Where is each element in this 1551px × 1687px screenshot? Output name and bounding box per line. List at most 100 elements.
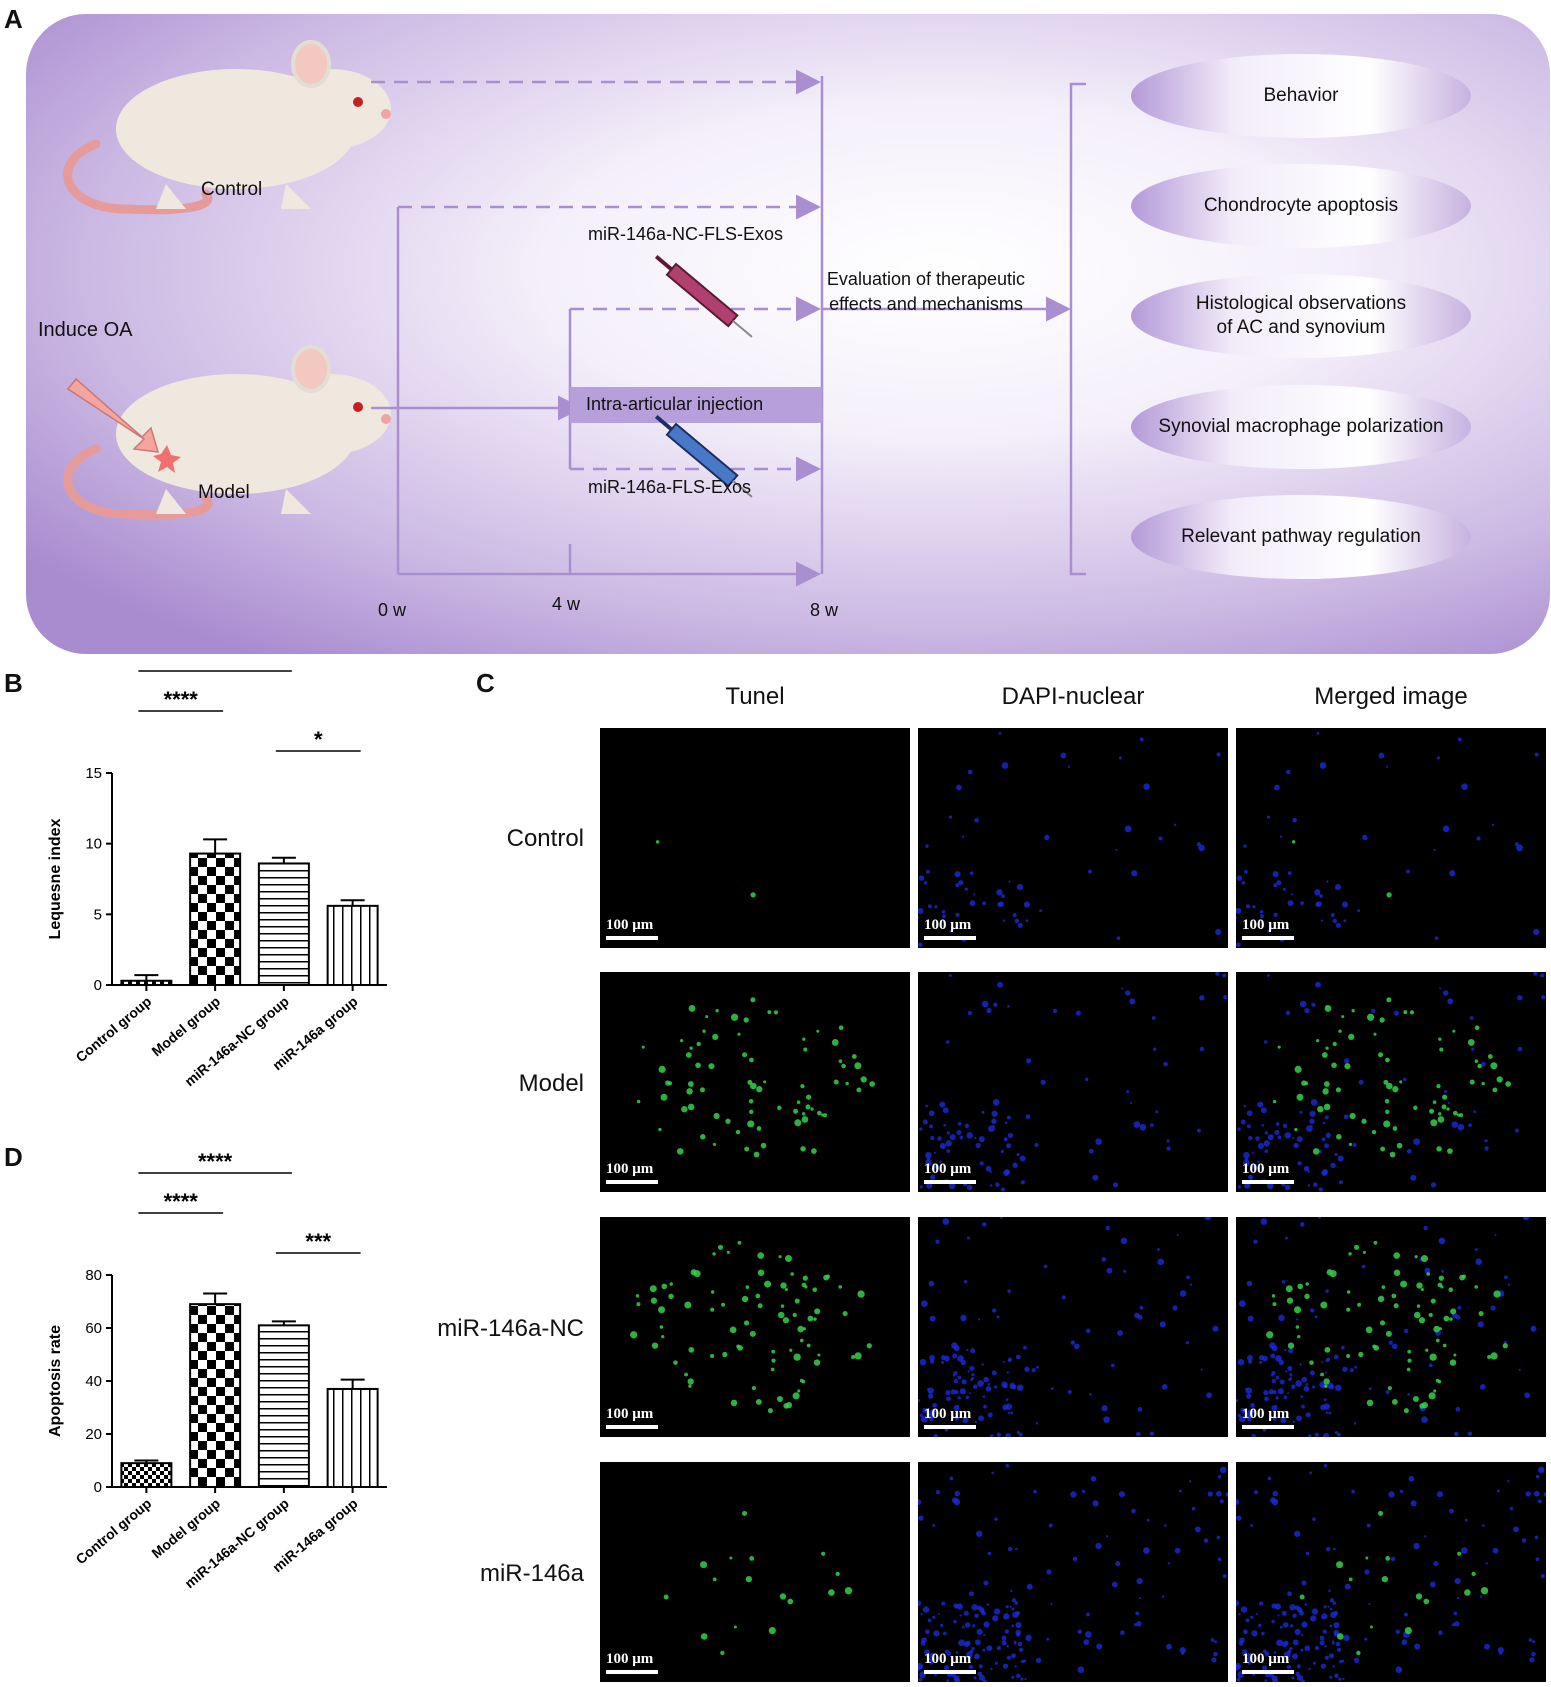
dapi-nucleus <box>1271 1345 1278 1352</box>
tunel-positive-cell <box>743 1017 749 1023</box>
dapi-nucleus <box>991 1118 997 1125</box>
dapi-nucleus <box>929 1416 934 1422</box>
nc-syringe-icon <box>654 254 753 338</box>
tunel-positive-cell <box>1490 1352 1498 1360</box>
tunel-positive-cell <box>655 840 660 844</box>
dapi-nucleus <box>1246 904 1250 909</box>
dapi-nucleus <box>1261 1123 1265 1127</box>
tunel-positive-cell <box>845 1081 849 1086</box>
tunel-positive-cell <box>1336 1633 1344 1640</box>
dapi-nucleus <box>1343 1058 1350 1064</box>
control-mouse-illustration <box>63 40 391 215</box>
dapi-nucleus <box>1280 835 1283 838</box>
dapi-nucleus <box>1324 1655 1330 1660</box>
tunel-positive-cell <box>630 1331 638 1339</box>
dapi-nucleus <box>1273 883 1278 888</box>
dapi-nucleus <box>1222 973 1227 978</box>
dapi-nucleus <box>1199 1046 1205 1052</box>
tunel-positive-cell <box>1338 1029 1342 1033</box>
outcome-ovals <box>1131 54 1471 579</box>
tunel-positive-cell <box>1335 1087 1342 1093</box>
tunel-positive-cell <box>687 1378 694 1385</box>
dapi-nucleus <box>1267 1134 1274 1141</box>
dapi-nucleus <box>1315 981 1321 988</box>
dapi-nucleus <box>1424 1535 1427 1538</box>
dapi-nucleus <box>1215 928 1222 935</box>
tunel-positive-cell <box>831 1039 839 1046</box>
tunel-positive-cell <box>803 1047 808 1052</box>
dapi-nucleus <box>1246 1124 1251 1129</box>
dapi-nucleus <box>1018 1432 1023 1437</box>
tunel-positive-cell <box>1346 1290 1351 1294</box>
dapi-nucleus <box>1292 1653 1298 1660</box>
dapi-nucleus <box>1540 1574 1545 1579</box>
dapi-nucleus <box>974 817 979 823</box>
tunel-positive-cell <box>1392 1086 1399 1093</box>
tunel-positive-cell <box>1344 1063 1351 1070</box>
dapi-nucleus <box>1271 1619 1275 1624</box>
tunel-positive-cell <box>813 1359 821 1366</box>
dapi-nucleus <box>1292 1613 1297 1619</box>
dapi-nucleus <box>922 1119 928 1125</box>
dapi-nucleus <box>1299 1110 1303 1114</box>
dapi-nucleus <box>932 1523 936 1527</box>
dapi-nucleus <box>996 1315 1000 1319</box>
dapi-nucleus <box>1530 1325 1537 1332</box>
dapi-nucleus <box>1438 1237 1446 1245</box>
dapi-nucleus <box>1292 1639 1299 1646</box>
dapi-nucleus <box>1341 1345 1345 1350</box>
micrograph: 100 μm <box>600 728 910 948</box>
tunel-positive-cell <box>797 1389 801 1393</box>
tunel-positive-cell <box>1348 1033 1355 1041</box>
dapi-nucleus <box>1006 1143 1012 1149</box>
significance-label: **** <box>198 660 233 672</box>
induce-oa-label: Induce OA <box>38 319 133 341</box>
dapi-nucleus <box>1296 1136 1303 1143</box>
scale-bar-label: 100 μm <box>1242 917 1290 933</box>
bar <box>257 862 310 987</box>
micrograph-image <box>1236 731 1540 947</box>
dapi-nucleus <box>981 1222 987 1227</box>
dapi-nucleus <box>1275 1375 1280 1380</box>
tunel-positive-cell <box>767 1010 772 1015</box>
dapi-nucleus <box>1033 1489 1037 1494</box>
tunel-positive-cell <box>763 1080 767 1084</box>
dapi-nucleus <box>965 1395 970 1400</box>
dapi-nucleus <box>1300 901 1304 906</box>
dapi-nucleus <box>971 1647 975 1651</box>
tunel-positive-cell <box>783 1403 789 1409</box>
dapi-nucleus <box>1310 1099 1318 1106</box>
dapi-nucleus <box>1243 869 1248 874</box>
dapi-nucleus <box>1341 901 1349 908</box>
dapi-nucleus <box>926 1182 933 1189</box>
dapi-nucleus <box>1504 1275 1508 1280</box>
tunel-positive-cell <box>733 1625 737 1629</box>
dapi-nucleus <box>953 1370 958 1376</box>
dapi-nucleus <box>1310 1615 1317 1622</box>
dapi-nucleus <box>973 893 976 896</box>
tunel-positive-cell <box>1407 1358 1412 1363</box>
dapi-nucleus <box>974 1653 980 1660</box>
dapi-nucleus <box>1353 1657 1360 1664</box>
dapi-nucleus <box>972 1384 978 1390</box>
tunel-positive-cell <box>814 1308 821 1315</box>
tunel-positive-cell <box>1439 1047 1444 1052</box>
dapi-nucleus <box>1219 1466 1227 1474</box>
dapi-nucleus <box>1364 1637 1368 1641</box>
dapi-nucleus <box>1010 1589 1013 1593</box>
dapi-nucleus <box>1467 1431 1473 1436</box>
dapi-nucleus <box>1332 1601 1337 1605</box>
dapi-nucleus <box>1245 1387 1248 1391</box>
tunel-positive-cell <box>802 1112 806 1116</box>
tunel-positive-cell <box>1409 1010 1415 1015</box>
panel-a-background <box>26 14 1550 654</box>
tunel-positive-cell <box>1346 1353 1351 1359</box>
tunel-positive-cell <box>749 1330 756 1337</box>
dapi-nucleus <box>1328 1411 1332 1415</box>
dapi-nucleus <box>1006 1655 1012 1660</box>
dapi-nucleus <box>1061 1295 1066 1300</box>
dapi-nucleus <box>1533 972 1538 976</box>
dapi-nucleus <box>1349 1368 1354 1373</box>
dapi-nucleus <box>1278 1314 1285 1322</box>
dapi-nucleus <box>1304 1603 1307 1606</box>
